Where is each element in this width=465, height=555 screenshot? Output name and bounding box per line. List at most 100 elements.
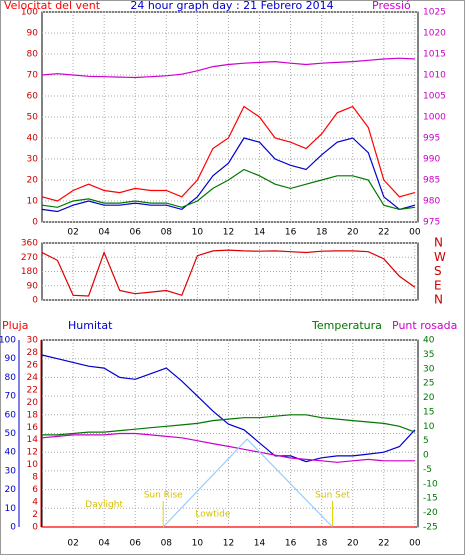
y-tick-label: 0 xyxy=(32,218,38,228)
y-tick-label: 30 xyxy=(27,155,39,165)
series-line xyxy=(41,137,416,213)
y2-tick-label: -15 xyxy=(423,494,438,504)
y2-tick-label: 0 xyxy=(423,451,429,461)
legend-entry: Humitat xyxy=(68,319,113,332)
y2-tick-label: N xyxy=(434,236,443,250)
y2-tick-label: S xyxy=(434,264,442,278)
series-line xyxy=(41,249,416,297)
x-tick-label: 04 xyxy=(98,539,110,549)
y-tick-label: 80 xyxy=(5,373,17,383)
x-tick-label: 14 xyxy=(254,228,266,238)
plot-area xyxy=(41,11,419,223)
annotation: Sun Set xyxy=(315,491,350,501)
y2-tick-label: 30 xyxy=(423,364,435,374)
y-tick-label: 50 xyxy=(27,113,39,123)
y-tick-label: 40 xyxy=(5,448,17,458)
x-tick-label: 12 xyxy=(223,228,234,238)
y-tick-label: 70 xyxy=(5,392,17,402)
annotation: Sun Rise xyxy=(144,491,183,501)
y2-tick-label: 995 xyxy=(423,134,440,144)
x-tick-label: 16 xyxy=(285,539,297,549)
x-tick-label: 02 xyxy=(67,539,78,549)
y2-tick-label: -20 xyxy=(423,508,438,518)
y-tick-label: 50 xyxy=(5,429,17,439)
y2-tick-label: -25 xyxy=(423,523,438,533)
x-tick-label: 00 xyxy=(409,539,421,549)
y2-tick-label: 40 xyxy=(423,336,435,346)
chart-title: 24 hour graph day : 21 Febrero 2014 xyxy=(130,0,333,12)
series-line xyxy=(41,57,415,79)
x-tick-label: 02 xyxy=(67,228,78,238)
x-tick-label: 04 xyxy=(98,228,110,238)
y2-tick-label: 10 xyxy=(423,422,435,432)
legend-entry: Temperatura xyxy=(311,319,382,332)
y3-tick-label: 8 xyxy=(32,473,38,483)
y2-tick-label: 1025 xyxy=(423,8,446,18)
y3-tick-label: 24 xyxy=(27,373,39,383)
y3-tick-label: 30 xyxy=(27,336,39,346)
y2-tick-label: W xyxy=(434,250,446,264)
x-tick-label: 00 xyxy=(409,228,421,238)
y2-tick-label: 15 xyxy=(423,407,434,417)
y3-tick-label: 18 xyxy=(27,410,39,420)
y3-tick-label: 6 xyxy=(32,485,38,495)
y3-tick-label: 26 xyxy=(27,360,39,370)
x-tick-label: 22 xyxy=(378,539,389,549)
y2-tick-label: 5 xyxy=(423,436,429,446)
series-line xyxy=(41,354,416,463)
x-tick-label: 08 xyxy=(161,539,173,549)
y3-tick-label: 22 xyxy=(27,385,38,395)
series-line xyxy=(41,105,416,202)
legend-entry: Punt rosada xyxy=(392,319,457,332)
y-tick-label: 90 xyxy=(27,281,39,291)
y-tick-label: 90 xyxy=(5,354,17,364)
x-tick-label: 20 xyxy=(347,539,359,549)
y3-tick-label: 28 xyxy=(27,348,39,358)
y3-tick-label: 4 xyxy=(32,498,38,508)
x-tick-label: 10 xyxy=(192,539,204,549)
y2-tick-label: 1005 xyxy=(423,92,446,102)
y3-tick-label: 0 xyxy=(32,523,38,533)
y3-tick-label: 14 xyxy=(27,435,39,445)
y2-tick-label: 25 xyxy=(423,379,434,389)
y2-tick-label: 1010 xyxy=(423,71,446,81)
y-tick-label: 10 xyxy=(27,197,39,207)
y2-tick-label: N xyxy=(434,293,443,307)
y2-tick-label: -5 xyxy=(423,465,432,475)
y-tick-label: 180 xyxy=(21,267,38,277)
y-tick-label: 30 xyxy=(5,466,17,476)
series-line xyxy=(162,438,333,528)
y2-tick-label: 985 xyxy=(423,176,440,186)
x-tick-label: 16 xyxy=(285,228,297,238)
y-tick-label: 360 xyxy=(21,239,38,249)
y-tick-label: 80 xyxy=(27,50,39,60)
x-tick-label: 20 xyxy=(347,228,359,238)
y-tick-label: 0 xyxy=(32,296,38,306)
y2-tick-label: 1000 xyxy=(423,113,446,123)
y-tick-label: 70 xyxy=(27,71,39,81)
x-tick-label: 06 xyxy=(129,228,141,238)
legend-entry: Pluja xyxy=(2,319,28,332)
legend-entry: Velocitat del vent xyxy=(4,0,101,12)
y-tick-label: 0 xyxy=(10,523,16,533)
y2-tick-label: 980 xyxy=(423,197,440,207)
y2-tick-label: 1020 xyxy=(423,29,446,39)
y-tick-label: 20 xyxy=(27,176,39,186)
y3-tick-label: 16 xyxy=(27,423,39,433)
y3-tick-label: 2 xyxy=(32,510,38,520)
legend-entry: Pressió xyxy=(372,0,411,12)
y3-tick-label: 12 xyxy=(27,448,38,458)
x-tick-label: 14 xyxy=(254,539,266,549)
series-line xyxy=(42,414,416,436)
y3-tick-label: 20 xyxy=(27,398,39,408)
y-tick-label: 60 xyxy=(5,410,17,420)
y-tick-label: 270 xyxy=(21,253,38,263)
y-tick-label: 60 xyxy=(27,92,39,102)
y2-tick-label: 35 xyxy=(423,350,434,360)
x-tick-label: 18 xyxy=(316,539,328,549)
annotation: Lowtide xyxy=(195,509,230,519)
y-tick-label: 100 xyxy=(21,8,38,18)
x-tick-label: 22 xyxy=(378,228,389,238)
plot-area xyxy=(41,339,419,528)
